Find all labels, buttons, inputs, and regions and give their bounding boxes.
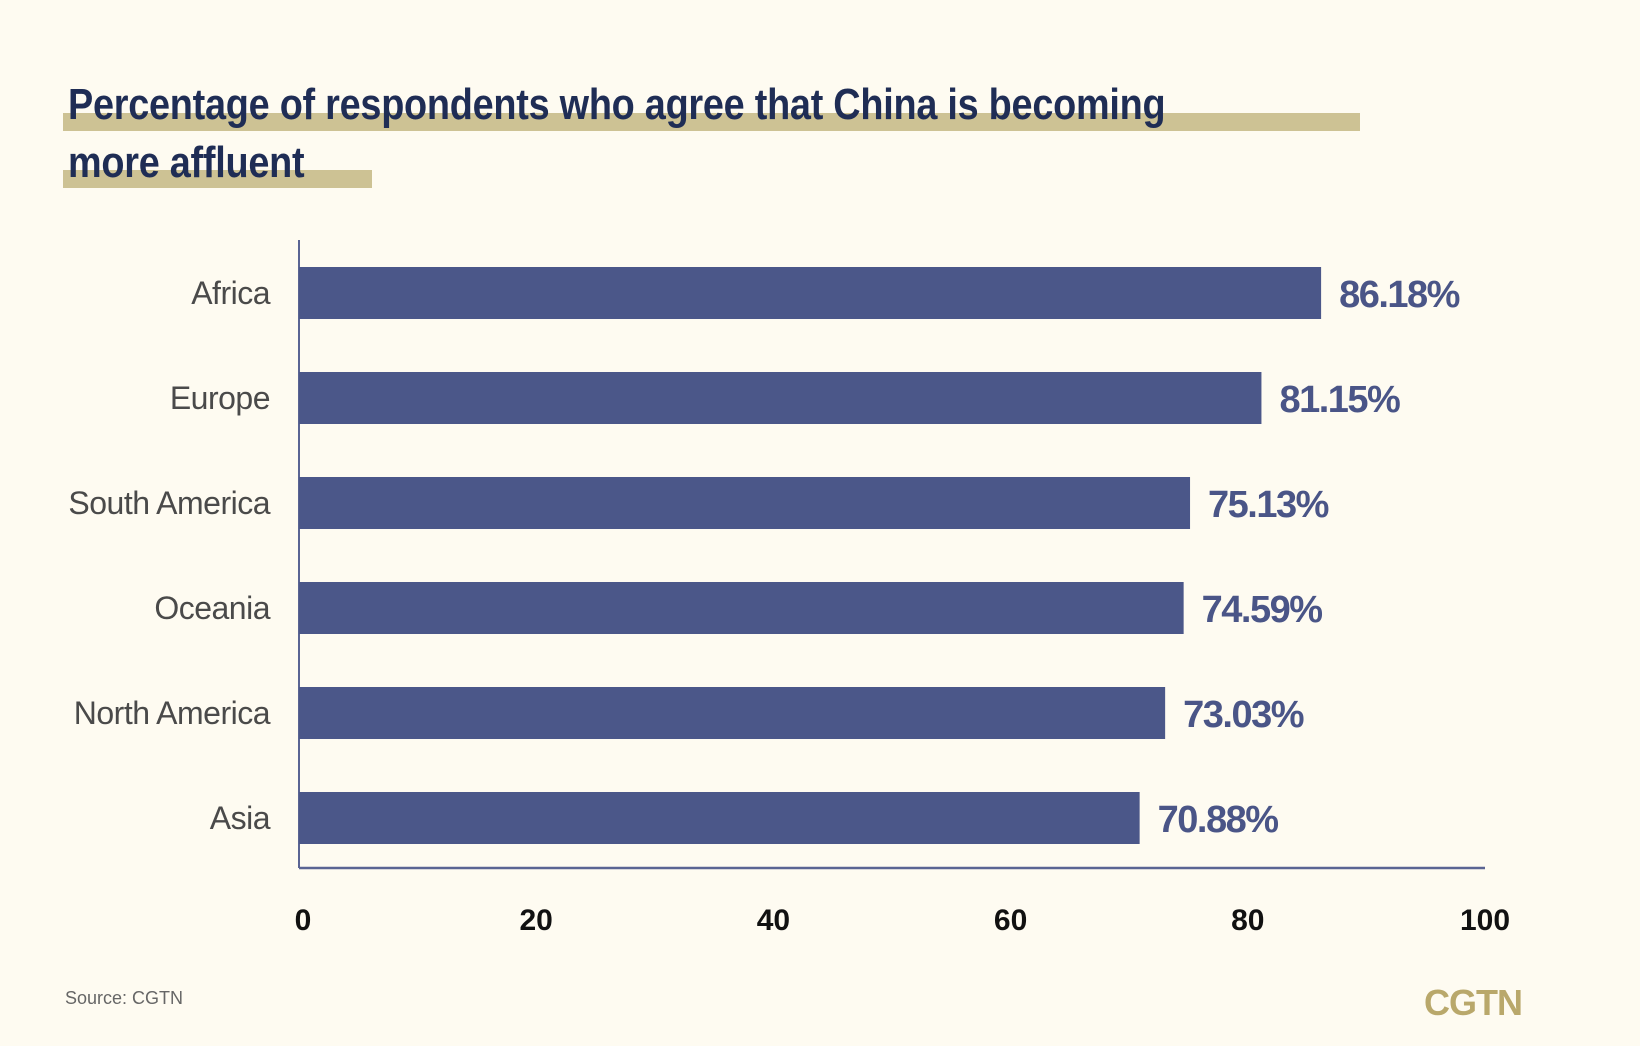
- category-label: Europe: [170, 380, 270, 416]
- chart-title-line-1: Percentage of respondents who agree that…: [68, 80, 1166, 129]
- value-label: 73.03%: [1183, 694, 1304, 736]
- chart-title-line-2: more affluent: [68, 138, 305, 187]
- title-highlight-1: [63, 113, 1360, 131]
- bar-north-america: [299, 687, 1166, 739]
- bar-asia: [299, 792, 1140, 844]
- category-label: Africa: [191, 275, 271, 311]
- source-note: Source: CGTN: [65, 988, 184, 1008]
- cgtn-logo: CGTN: [1424, 982, 1523, 1023]
- x-tick-label: 0: [295, 904, 312, 937]
- value-label: 81.15%: [1279, 379, 1400, 421]
- value-label: 74.59%: [1202, 589, 1323, 631]
- category-label: North America: [74, 695, 271, 731]
- value-label: 86.18%: [1339, 274, 1460, 316]
- title-highlight-2: [63, 170, 372, 188]
- x-tick-label: 100: [1460, 904, 1510, 937]
- bar-europe: [299, 372, 1262, 424]
- category-label: South America: [68, 485, 270, 521]
- bar-oceania: [299, 582, 1184, 634]
- category-label: Asia: [210, 800, 271, 836]
- x-tick-label: 60: [994, 904, 1027, 937]
- category-label: Oceania: [154, 590, 270, 626]
- bar-africa: [299, 267, 1322, 319]
- x-tick-label: 40: [757, 904, 790, 937]
- value-label: 75.13%: [1208, 484, 1329, 526]
- x-tick-label: 20: [520, 904, 553, 937]
- value-label: 70.88%: [1158, 799, 1279, 841]
- x-tick-label: 80: [1231, 904, 1264, 937]
- bar-south-america: [299, 477, 1191, 529]
